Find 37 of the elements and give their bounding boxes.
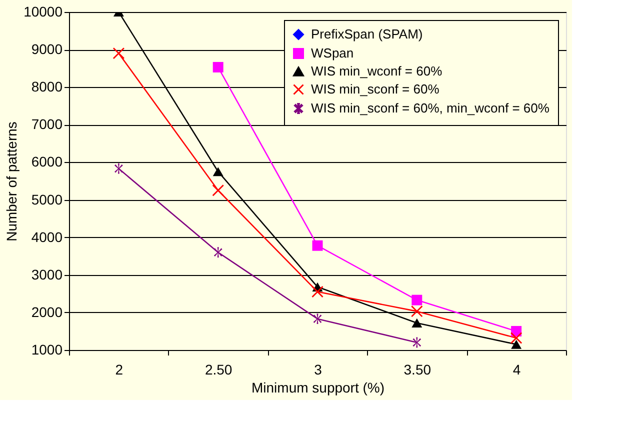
y-tick-label: 9000 xyxy=(31,41,63,58)
y-tick-label: 1000 xyxy=(31,342,63,358)
point xyxy=(212,184,224,196)
x-axis-title: Minimum support (%) xyxy=(251,380,385,396)
y-tick-label: 5000 xyxy=(31,191,63,208)
point xyxy=(112,47,125,60)
point xyxy=(312,286,324,298)
y-tick-label: 4000 xyxy=(31,228,63,245)
y-tick-label: 10000 xyxy=(24,4,63,20)
x-tick-label: 3.50 xyxy=(404,362,432,378)
point xyxy=(412,318,422,328)
x-tick-label: 3 xyxy=(314,362,322,378)
point xyxy=(511,340,522,349)
x-tick-label: 2 xyxy=(115,362,124,378)
point xyxy=(312,240,323,251)
legend-label: WIS min_sconf = 60% xyxy=(311,82,440,96)
y-axis-title: Number of patterns xyxy=(4,122,20,242)
y-tick-label: 6000 xyxy=(31,154,63,170)
legend-label: PrefixSpan (SPAM) xyxy=(311,26,423,42)
legend-label: WSpan xyxy=(311,46,354,60)
point xyxy=(510,332,522,344)
y-tick-label: 7000 xyxy=(31,116,63,132)
point xyxy=(313,314,322,324)
point xyxy=(412,294,422,306)
y-tick-label: 8000 xyxy=(31,78,63,95)
x-tick-label: 4 xyxy=(512,362,521,378)
point xyxy=(412,337,422,348)
legend-label: WIS min_sconf = 60%, min_wconf = 60% xyxy=(311,100,550,116)
legend-label: WIS min_wconf = 60% xyxy=(311,64,443,78)
point xyxy=(410,305,423,318)
x-tick-label: 2.50 xyxy=(204,362,232,378)
y-tick-label: 3000 xyxy=(31,266,63,282)
point xyxy=(212,62,224,72)
point xyxy=(214,247,222,258)
y-tick-label: 2000 xyxy=(31,304,63,320)
point xyxy=(212,167,224,176)
point xyxy=(114,163,123,174)
